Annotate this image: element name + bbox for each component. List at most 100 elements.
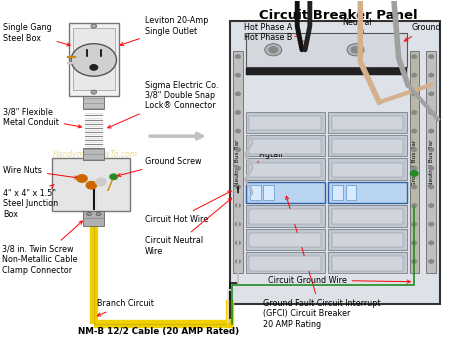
Bar	[249, 116, 321, 130]
Bar	[83, 148, 104, 160]
Bar	[331, 163, 403, 177]
Circle shape	[236, 92, 240, 96]
Circle shape	[412, 111, 417, 114]
Circle shape	[429, 92, 434, 96]
Bar	[246, 228, 325, 250]
Text: Sigma Electric Co.
3/8" Double Snap
Lock® Connector: Sigma Electric Co. 3/8" Double Snap Lock…	[108, 81, 219, 128]
Circle shape	[412, 73, 417, 77]
Bar	[249, 233, 321, 247]
Circle shape	[265, 44, 282, 56]
Circle shape	[86, 182, 97, 189]
Text: Circuit Hot Wire: Circuit Hot Wire	[145, 191, 231, 224]
Circle shape	[236, 185, 240, 189]
Text: Branch Circuit: Branch Circuit	[97, 299, 155, 316]
Circle shape	[410, 171, 418, 176]
Text: 3/8 in. Twin Screw
Non-Metallic Cable
Clamp Connector: 3/8 in. Twin Screw Non-Metallic Cable Cl…	[1, 221, 82, 275]
Bar	[328, 135, 407, 156]
Bar	[332, 185, 343, 201]
Circle shape	[96, 178, 106, 186]
Circle shape	[412, 185, 417, 189]
Circle shape	[71, 44, 117, 76]
Circle shape	[412, 148, 417, 151]
Circle shape	[412, 222, 417, 226]
Bar	[246, 112, 325, 133]
Circle shape	[236, 204, 240, 207]
Text: Wire Nuts: Wire Nuts	[3, 166, 78, 179]
Circle shape	[236, 222, 240, 226]
Circle shape	[91, 90, 97, 94]
Bar	[328, 228, 407, 250]
Circle shape	[347, 44, 364, 56]
Text: Ground: Ground	[404, 23, 441, 41]
Bar	[83, 96, 104, 109]
Bar	[246, 205, 325, 226]
Circle shape	[90, 65, 98, 70]
Circle shape	[429, 185, 434, 189]
Bar	[331, 209, 403, 224]
Circle shape	[429, 241, 434, 244]
Circle shape	[269, 47, 278, 53]
Circle shape	[236, 55, 240, 58]
Circle shape	[236, 111, 240, 114]
Circle shape	[429, 260, 434, 263]
Bar	[246, 135, 325, 156]
Circle shape	[412, 167, 417, 170]
Circle shape	[87, 212, 91, 216]
Text: Hot Phase B: Hot Phase B	[244, 33, 309, 43]
Bar	[69, 23, 119, 96]
Bar	[246, 158, 325, 180]
Bar	[331, 256, 403, 271]
Bar	[328, 205, 407, 226]
Circle shape	[412, 241, 417, 244]
Bar	[246, 182, 325, 203]
Text: Hot Phase A: Hot Phase A	[244, 23, 299, 37]
Bar	[264, 185, 274, 201]
Bar	[52, 158, 130, 211]
Text: NM-B 12/2 Cable (20 AMP Rated): NM-B 12/2 Cable (20 AMP Rated)	[79, 327, 239, 336]
Circle shape	[236, 129, 240, 133]
Text: HandymanHowTo.com: HandymanHowTo.com	[53, 150, 138, 159]
Bar	[331, 233, 403, 247]
Text: Neutral: Neutral	[343, 18, 373, 33]
Bar	[249, 209, 321, 224]
Bar	[346, 185, 356, 201]
Circle shape	[412, 204, 417, 207]
Bar	[246, 252, 325, 273]
Text: Ground Fault Circuit Interrupt
(GFCI) Circuit Breaker
20 AMP Rating: Ground Fault Circuit Interrupt (GFCI) Ci…	[263, 196, 381, 329]
Circle shape	[412, 55, 417, 58]
Circle shape	[236, 260, 240, 263]
Circle shape	[429, 222, 434, 226]
Bar	[249, 256, 321, 271]
Circle shape	[412, 129, 417, 133]
Bar	[328, 158, 407, 180]
Text: 4" x 4" x 1.5"
Steel Junction
Box: 4" x 4" x 1.5" Steel Junction Box	[3, 184, 58, 219]
Circle shape	[429, 73, 434, 77]
Circle shape	[236, 167, 240, 170]
Circle shape	[429, 111, 434, 114]
Circle shape	[429, 55, 434, 58]
Bar	[328, 252, 407, 273]
Text: Circuit Ground Wire: Circuit Ground Wire	[268, 275, 410, 285]
Circle shape	[351, 47, 360, 53]
Bar	[250, 185, 261, 201]
Text: Leviton 20-Amp
Single Outlet: Leviton 20-Amp Single Outlet	[120, 16, 208, 46]
Circle shape	[429, 204, 434, 207]
Circle shape	[412, 260, 417, 263]
Circle shape	[236, 241, 240, 244]
Bar	[73, 28, 115, 90]
Bar	[331, 139, 403, 154]
Text: Pigtail: Pigtail	[257, 150, 283, 165]
Text: Neutral Bus Bar: Neutral Bus Bar	[429, 139, 434, 186]
Bar	[246, 68, 407, 75]
Text: 3/8" Flexible
Metal Conduit: 3/8" Flexible Metal Conduit	[3, 108, 82, 128]
Bar	[331, 116, 403, 130]
Bar	[83, 211, 104, 226]
Bar	[249, 139, 321, 154]
Circle shape	[236, 73, 240, 77]
Bar	[410, 51, 419, 273]
Bar	[328, 112, 407, 133]
Circle shape	[236, 148, 240, 151]
Circle shape	[91, 24, 97, 28]
Circle shape	[412, 92, 417, 96]
Bar	[246, 33, 407, 67]
